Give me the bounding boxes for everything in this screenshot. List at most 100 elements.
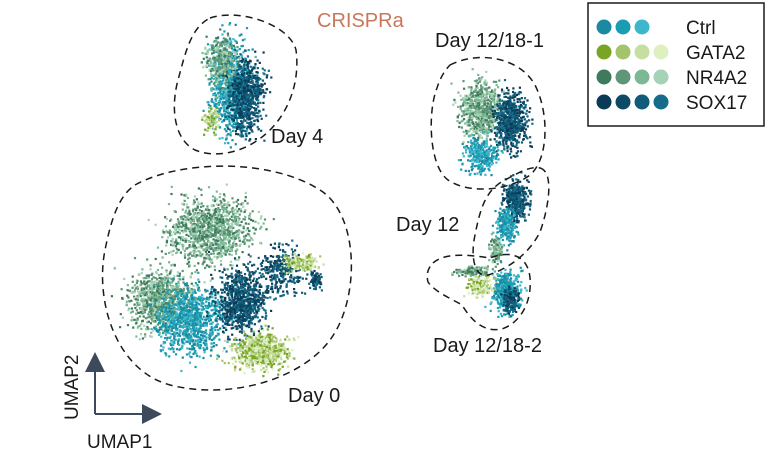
point-sox17 xyxy=(247,118,250,121)
point-nr4a2 xyxy=(166,286,169,289)
point-nr4a2 xyxy=(206,212,209,215)
point-ctrl xyxy=(181,341,184,344)
point-nr4a2 xyxy=(195,299,198,302)
point-ctrl xyxy=(207,103,210,106)
point-nr4a2 xyxy=(232,67,235,70)
point-ctrl xyxy=(219,98,222,101)
point-gata2 xyxy=(206,115,209,118)
point-sox17 xyxy=(241,107,244,110)
point-nr4a2 xyxy=(144,298,147,301)
point-ctrl xyxy=(191,294,194,297)
point-sox17 xyxy=(234,114,237,118)
point-ctrl xyxy=(231,47,234,50)
point-ctrl xyxy=(199,297,202,300)
point-nr4a2 xyxy=(208,241,211,244)
point-nr4a2 xyxy=(218,209,221,213)
point-ctrl xyxy=(172,303,175,306)
point-nr4a2 xyxy=(239,230,242,233)
point-nr4a2 xyxy=(187,253,190,256)
point-nr4a2 xyxy=(195,269,198,272)
point-ctrl xyxy=(180,317,184,320)
point-sox17 xyxy=(213,305,216,308)
point-ctrl xyxy=(187,290,190,293)
point-ctrl xyxy=(168,304,171,307)
point-nr4a2 xyxy=(246,202,249,205)
point-sox17 xyxy=(256,79,259,82)
point-nr4a2 xyxy=(142,315,145,318)
point-sox17 xyxy=(235,88,238,91)
point-ctrl xyxy=(164,327,167,331)
point-nr4a2 xyxy=(242,205,245,208)
point-nr4a2 xyxy=(188,246,191,249)
point-ctrl xyxy=(224,117,227,120)
point-nr4a2 xyxy=(216,58,220,61)
point-nr4a2 xyxy=(155,283,158,286)
point-ctrl xyxy=(217,328,220,332)
point-gata2 xyxy=(210,117,213,120)
point-ctrl xyxy=(209,305,212,308)
point-nr4a2 xyxy=(216,218,219,221)
point-ctrl xyxy=(230,79,233,82)
point-sox17 xyxy=(246,76,249,79)
point-nr4a2 xyxy=(234,215,237,218)
point-ctrl xyxy=(219,85,222,88)
point-nr4a2 xyxy=(198,234,201,237)
point-nr4a2 xyxy=(177,221,180,224)
point-sox17 xyxy=(265,114,268,117)
point-nr4a2 xyxy=(206,256,209,259)
point-ctrl xyxy=(227,78,231,81)
point-ctrl xyxy=(205,300,208,303)
point-sox17 xyxy=(251,117,254,120)
point-ctrl xyxy=(219,90,222,93)
point-nr4a2 xyxy=(206,49,209,52)
point-nr4a2 xyxy=(212,51,215,54)
point-ctrl xyxy=(173,337,176,340)
point-ctrl xyxy=(194,365,197,369)
point-ctrl xyxy=(160,335,163,338)
point-ctrl xyxy=(191,333,194,336)
point-nr4a2 xyxy=(228,204,231,207)
point-ctrl xyxy=(191,310,194,314)
point-nr4a2 xyxy=(227,72,230,75)
point-sox17 xyxy=(220,288,223,291)
point-sox17 xyxy=(255,71,258,74)
point-sox17 xyxy=(232,98,235,101)
point-nr4a2 xyxy=(200,232,203,235)
point-ctrl xyxy=(178,319,181,322)
point-sox17 xyxy=(222,74,225,77)
point-nr4a2 xyxy=(220,254,223,258)
point-nr4a2 xyxy=(214,228,218,231)
point-sox17 xyxy=(244,105,247,108)
point-sox17 xyxy=(234,87,237,91)
point-nr4a2 xyxy=(212,40,215,43)
point-nr4a2 xyxy=(151,272,154,275)
point-nr4a2 xyxy=(164,216,167,219)
point-nr4a2 xyxy=(148,315,151,318)
point-nr4a2 xyxy=(235,244,238,247)
point-ctrl xyxy=(222,77,225,80)
point-ctrl xyxy=(193,324,196,327)
point-nr4a2 xyxy=(205,253,208,256)
point-nr4a2 xyxy=(205,234,208,237)
point-ctrl xyxy=(195,354,199,357)
point-nr4a2 xyxy=(232,71,235,74)
point-nr4a2 xyxy=(164,278,167,282)
point-sox17 xyxy=(227,94,231,97)
point-ctrl xyxy=(209,77,212,80)
point-nr4a2 xyxy=(143,307,146,310)
point-ctrl xyxy=(209,318,212,321)
point-nr4a2 xyxy=(184,215,187,218)
point-nr4a2 xyxy=(164,225,167,228)
point-ctrl xyxy=(235,79,238,82)
point-sox17 xyxy=(235,123,238,126)
point-ctrl xyxy=(223,128,226,131)
point-nr4a2 xyxy=(161,266,164,269)
point-ctrl xyxy=(232,116,235,119)
point-nr4a2 xyxy=(149,307,152,310)
point-sox17 xyxy=(261,84,264,87)
point-nr4a2 xyxy=(211,47,214,50)
point-nr4a2 xyxy=(188,244,191,247)
point-nr4a2 xyxy=(162,290,166,293)
point-nr4a2 xyxy=(160,328,163,331)
point-nr4a2 xyxy=(157,299,160,302)
